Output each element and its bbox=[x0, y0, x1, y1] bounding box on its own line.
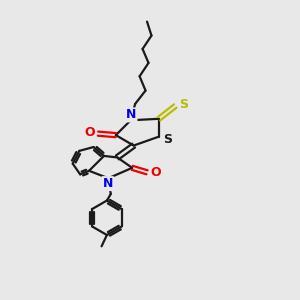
Text: N: N bbox=[126, 108, 136, 122]
Text: S: S bbox=[179, 98, 188, 111]
Text: O: O bbox=[150, 166, 161, 179]
Text: N: N bbox=[103, 177, 113, 190]
Text: S: S bbox=[163, 133, 172, 146]
Text: O: O bbox=[84, 126, 95, 139]
